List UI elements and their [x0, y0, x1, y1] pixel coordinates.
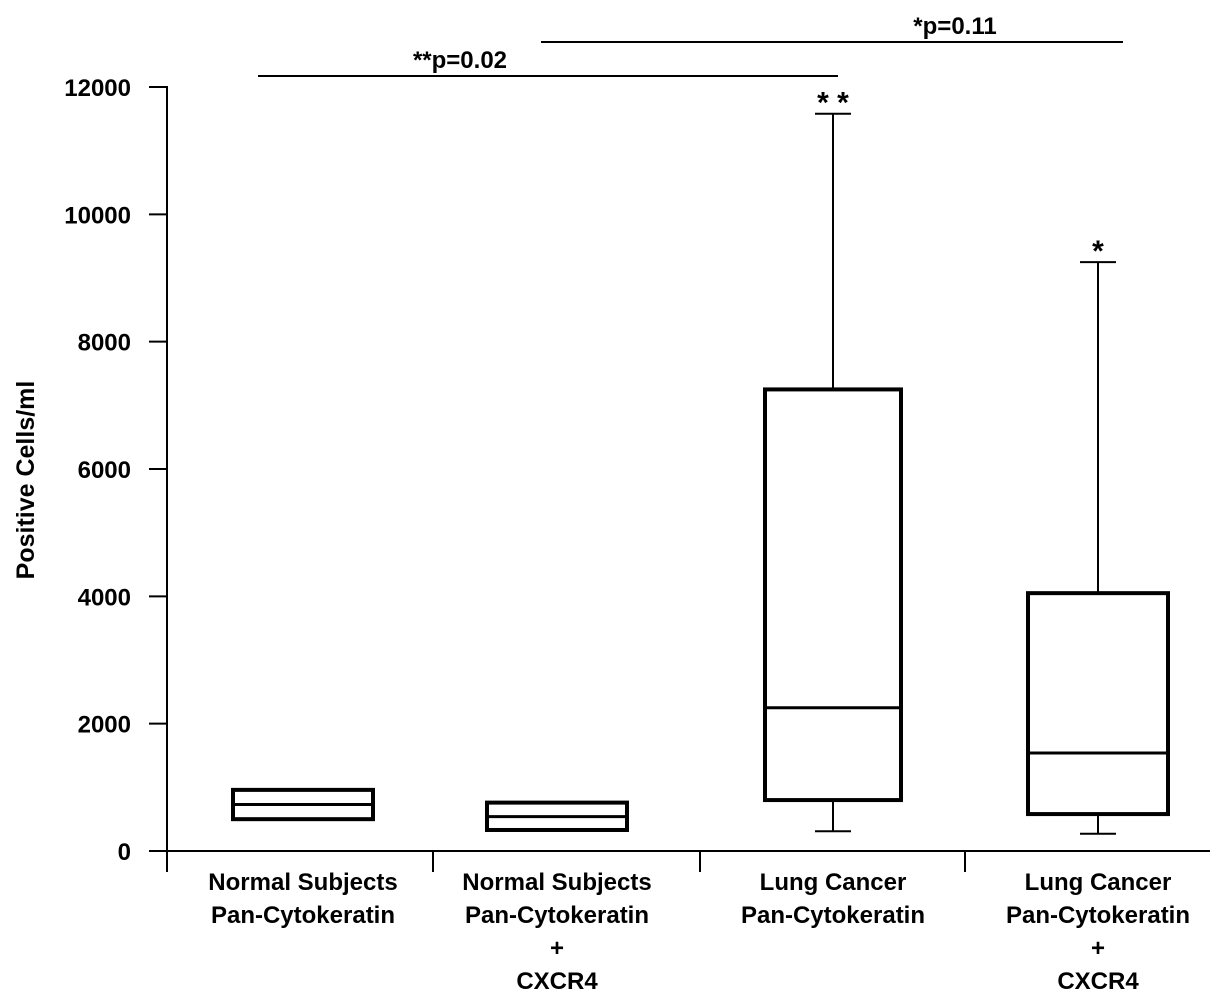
x-category-label-line: CXCR4 [516, 968, 598, 989]
x-category-label-line: Normal Subjects [208, 869, 397, 896]
y-tick-label: 8000 [78, 330, 131, 357]
x-category-label: Normal Subjects Pan-Cytokeratin [208, 869, 397, 929]
y-tick-label: 12000 [64, 75, 131, 102]
y-tick-label: 0 [118, 839, 131, 866]
x-category-label: Lung Cancer Pan-Cytokeratin [741, 869, 925, 929]
x-category-label-line: Pan-Cytokeratin [465, 902, 649, 929]
box-1 [231, 787, 375, 822]
x-category-label: Lung Cancer Pan-Cytokeratin + CXCR4 [1006, 869, 1190, 989]
significance-marker: * * [817, 87, 849, 120]
y-axis-ticks: 0 2000 4000 6000 8000 10000 12000 [64, 75, 167, 866]
x-category-label: Normal Subjects Pan-Cytokeratin + CXCR4 [462, 869, 651, 989]
x-category-label-line: + [1091, 935, 1105, 962]
box-iqr [1026, 591, 1170, 817]
y-tick-label: 6000 [78, 457, 131, 484]
y-tick-label: 10000 [64, 202, 131, 229]
significance-annotations: **p=0.02 *p=0.11 [258, 13, 1123, 77]
box-4 [1026, 261, 1170, 835]
y-axis-label: Positive Cells/ml [12, 381, 40, 580]
y-tick-label: 4000 [78, 584, 131, 611]
box-iqr [763, 387, 903, 803]
x-category-label-line: Normal Subjects [462, 869, 651, 896]
boxes: * * * [231, 87, 1170, 835]
x-category-label-line: Pan-Cytokeratin [741, 902, 925, 929]
significance-marker: * [1092, 235, 1104, 268]
y-tick-label: 2000 [78, 712, 131, 739]
x-category-label-line: CXCR4 [1057, 968, 1139, 989]
axes [166, 86, 1210, 872]
x-category-label-line: Lung Cancer [1025, 869, 1172, 896]
comparison-label: *p=0.11 [913, 13, 996, 40]
comparison-label: **p=0.02 [413, 47, 507, 74]
x-category-label-line: Pan-Cytokeratin [1006, 902, 1190, 929]
x-category-label-line: + [550, 935, 564, 962]
x-category-label-line: Lung Cancer [760, 869, 907, 896]
x-category-label-line: Pan-Cytokeratin [211, 902, 395, 929]
box-3 [763, 112, 903, 833]
box-2 [485, 800, 629, 832]
